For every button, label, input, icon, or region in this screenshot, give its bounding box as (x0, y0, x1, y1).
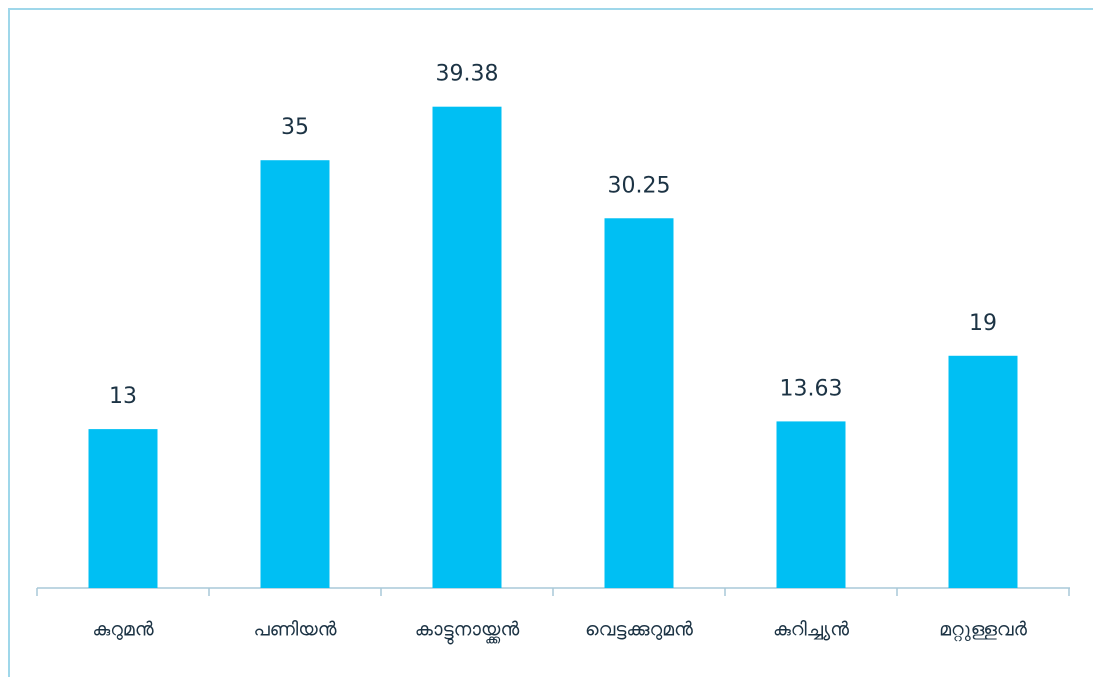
data-label: 30.25 (608, 173, 671, 198)
x-axis-ticks (36, 588, 1070, 596)
data-label: 39.38 (436, 62, 499, 87)
data-label: 19 (969, 311, 997, 336)
data-label: 13 (109, 384, 137, 409)
bar (260, 160, 330, 588)
bar (948, 355, 1018, 588)
x-tick-label: വെട്ടക്കുറുമൻ (585, 619, 693, 641)
x-tick-label: കാട്ടുനായ്ക്കൻ (415, 619, 520, 645)
data-label: 13.63 (780, 376, 843, 401)
bar (776, 421, 846, 588)
x-tick-label: കുറിച്ച്യൻ (773, 619, 849, 641)
bar (432, 106, 502, 588)
frame (8, 8, 1093, 677)
bar (88, 429, 158, 588)
x-tick-label: കുറുമൻ (92, 619, 153, 641)
data-label: 35 (281, 115, 309, 140)
bar (604, 218, 674, 588)
x-tick-label: മറ്റുള്ളവർ (939, 619, 1028, 642)
x-tick-label: പണിയൻ (253, 619, 336, 641)
